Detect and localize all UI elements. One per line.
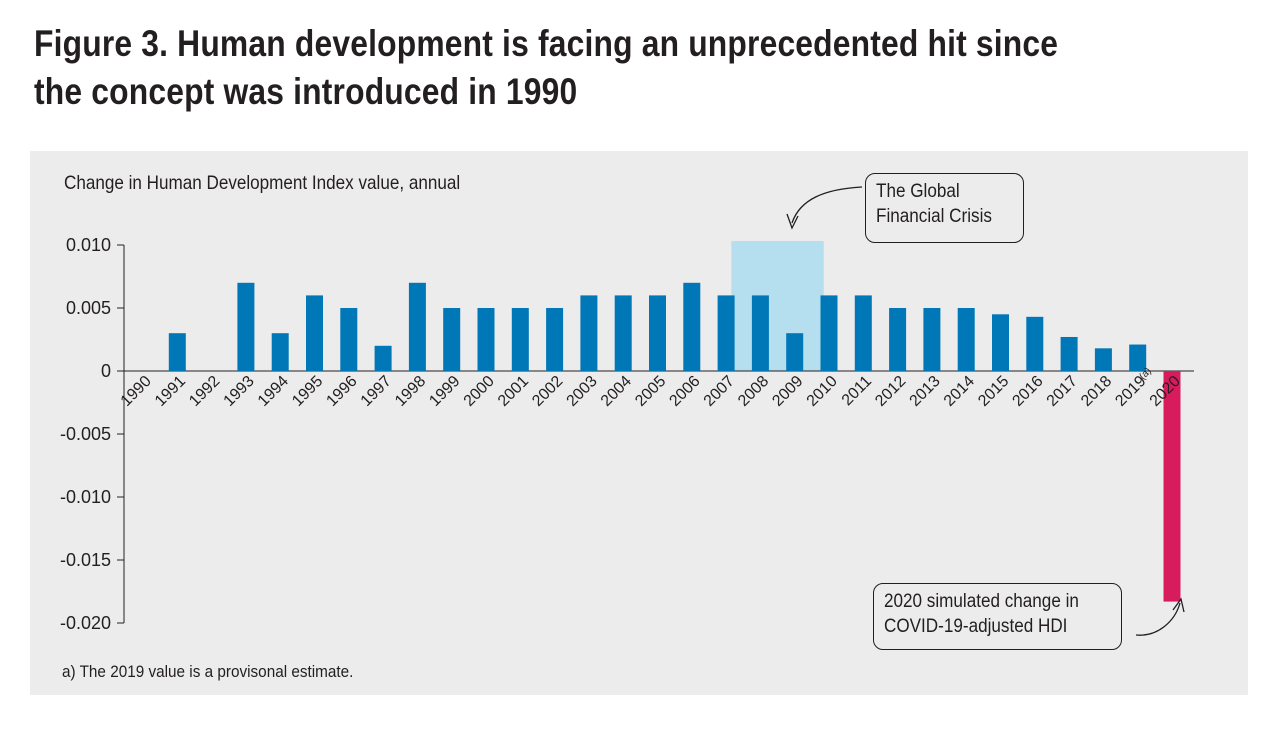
bar-1996 — [340, 308, 358, 371]
y-tick-label: 0.010 — [66, 235, 111, 255]
bar-2010 — [820, 295, 838, 371]
gfc-callout-line-2: Financial Crisis — [876, 206, 992, 227]
bar-2001 — [511, 308, 529, 371]
covid-arrow — [1135, 602, 1181, 636]
covid-callout-line-1: 2020 simulated change in — [884, 591, 1079, 612]
x-tick-label: 2003 — [564, 373, 601, 410]
bar-2016 — [1026, 316, 1044, 371]
gfc-arrow — [791, 186, 863, 224]
chart-panel: Change in Human Development Index value,… — [30, 151, 1248, 695]
x-tick-label: 1992 — [186, 373, 223, 410]
bar-2008 — [751, 295, 769, 371]
x-tick-label: 2017 — [1044, 373, 1081, 410]
x-tick-label: 2015 — [975, 373, 1012, 410]
bar-1994 — [271, 333, 289, 371]
covid-callout: 2020 simulated change in COVID-19-adjust… — [873, 583, 1122, 650]
x-tick-label: 1995 — [289, 373, 326, 410]
bar-2006 — [683, 282, 701, 371]
x-tick-label: 2004 — [598, 373, 635, 410]
bar-1993 — [237, 282, 255, 371]
covid-arrowhead — [1172, 597, 1185, 613]
bar-1998 — [408, 282, 426, 371]
bar-chart: Change in Human Development Index value,… — [60, 172, 1194, 636]
x-tick-label: 2010 — [804, 373, 841, 410]
bar-2014 — [957, 308, 975, 371]
x-tick-label: 1993 — [221, 373, 258, 410]
bar-2003 — [580, 295, 598, 371]
y-tick-label: -0.020 — [60, 613, 111, 633]
bar-2018 — [1094, 348, 1112, 371]
x-tick-label: 2005 — [632, 373, 669, 410]
x-tick-label: 1999 — [426, 373, 463, 410]
figure-title: Figure 3. Human development is facing an… — [34, 23, 1059, 112]
bar-1991 — [168, 333, 186, 371]
y-tick-label: -0.015 — [60, 550, 111, 570]
crisis-band — [731, 241, 824, 371]
bar-2000 — [477, 308, 495, 371]
x-tick-label: 2014 — [941, 373, 978, 410]
bar-2017 — [1060, 336, 1078, 371]
x-tick-label: 1998 — [392, 373, 429, 410]
bar-2002 — [546, 308, 564, 371]
x-tick-label: 1994 — [255, 373, 292, 410]
bar-1997 — [374, 345, 392, 371]
x-tick-label: 2009 — [769, 373, 806, 410]
y-tick-label: -0.005 — [60, 424, 111, 444]
footnote: a) The 2019 value is a provisonal estima… — [62, 662, 354, 681]
x-tick-label: 2000 — [461, 373, 498, 410]
covid-callout-line-2: COVID-19-adjusted HDI — [884, 616, 1068, 637]
y-tick-label: -0.010 — [60, 487, 111, 507]
bar-2007 — [717, 295, 735, 371]
x-tick-label: 2013 — [907, 373, 944, 410]
y-axis-title: Change in Human Development Index value,… — [64, 172, 460, 193]
x-tick-label: 2016 — [1009, 373, 1046, 410]
x-tick-label: 2007 — [701, 373, 738, 410]
x-tick-label: 1991 — [152, 373, 189, 410]
bar-2012 — [889, 308, 907, 371]
gfc-arrowhead — [786, 213, 799, 230]
bar-2019 — [1129, 344, 1147, 371]
x-tick-label: 2012 — [872, 373, 909, 410]
x-tick-label: 2018 — [1078, 373, 1115, 410]
x-tick-label: 2002 — [529, 373, 566, 410]
bar-2009 — [786, 333, 804, 371]
x-tick-label: 1990 — [118, 373, 155, 410]
bar-2013 — [923, 308, 941, 371]
bar-2005 — [649, 295, 666, 371]
x-tick-label: 2006 — [666, 373, 703, 410]
gfc-callout-line-1: The Global — [876, 181, 960, 202]
y-tick-label: 0.005 — [66, 298, 111, 318]
bar-1999 — [443, 308, 461, 371]
x-tick-label: 2008 — [735, 373, 772, 410]
x-tick-label: 1997 — [358, 373, 395, 410]
x-tick-label: 2011 — [839, 373, 875, 409]
y-tick-label: 0 — [101, 361, 111, 381]
gfc-callout: The Global Financial Crisis — [865, 173, 1024, 243]
bar-2020 — [1163, 371, 1181, 602]
bar-1995 — [306, 295, 323, 371]
x-tick-label: 1996 — [323, 373, 360, 410]
bar-2011 — [854, 295, 872, 371]
bar-2004 — [614, 295, 632, 371]
x-tick-label: 2001 — [495, 373, 532, 410]
bar-2015 — [992, 314, 1009, 371]
